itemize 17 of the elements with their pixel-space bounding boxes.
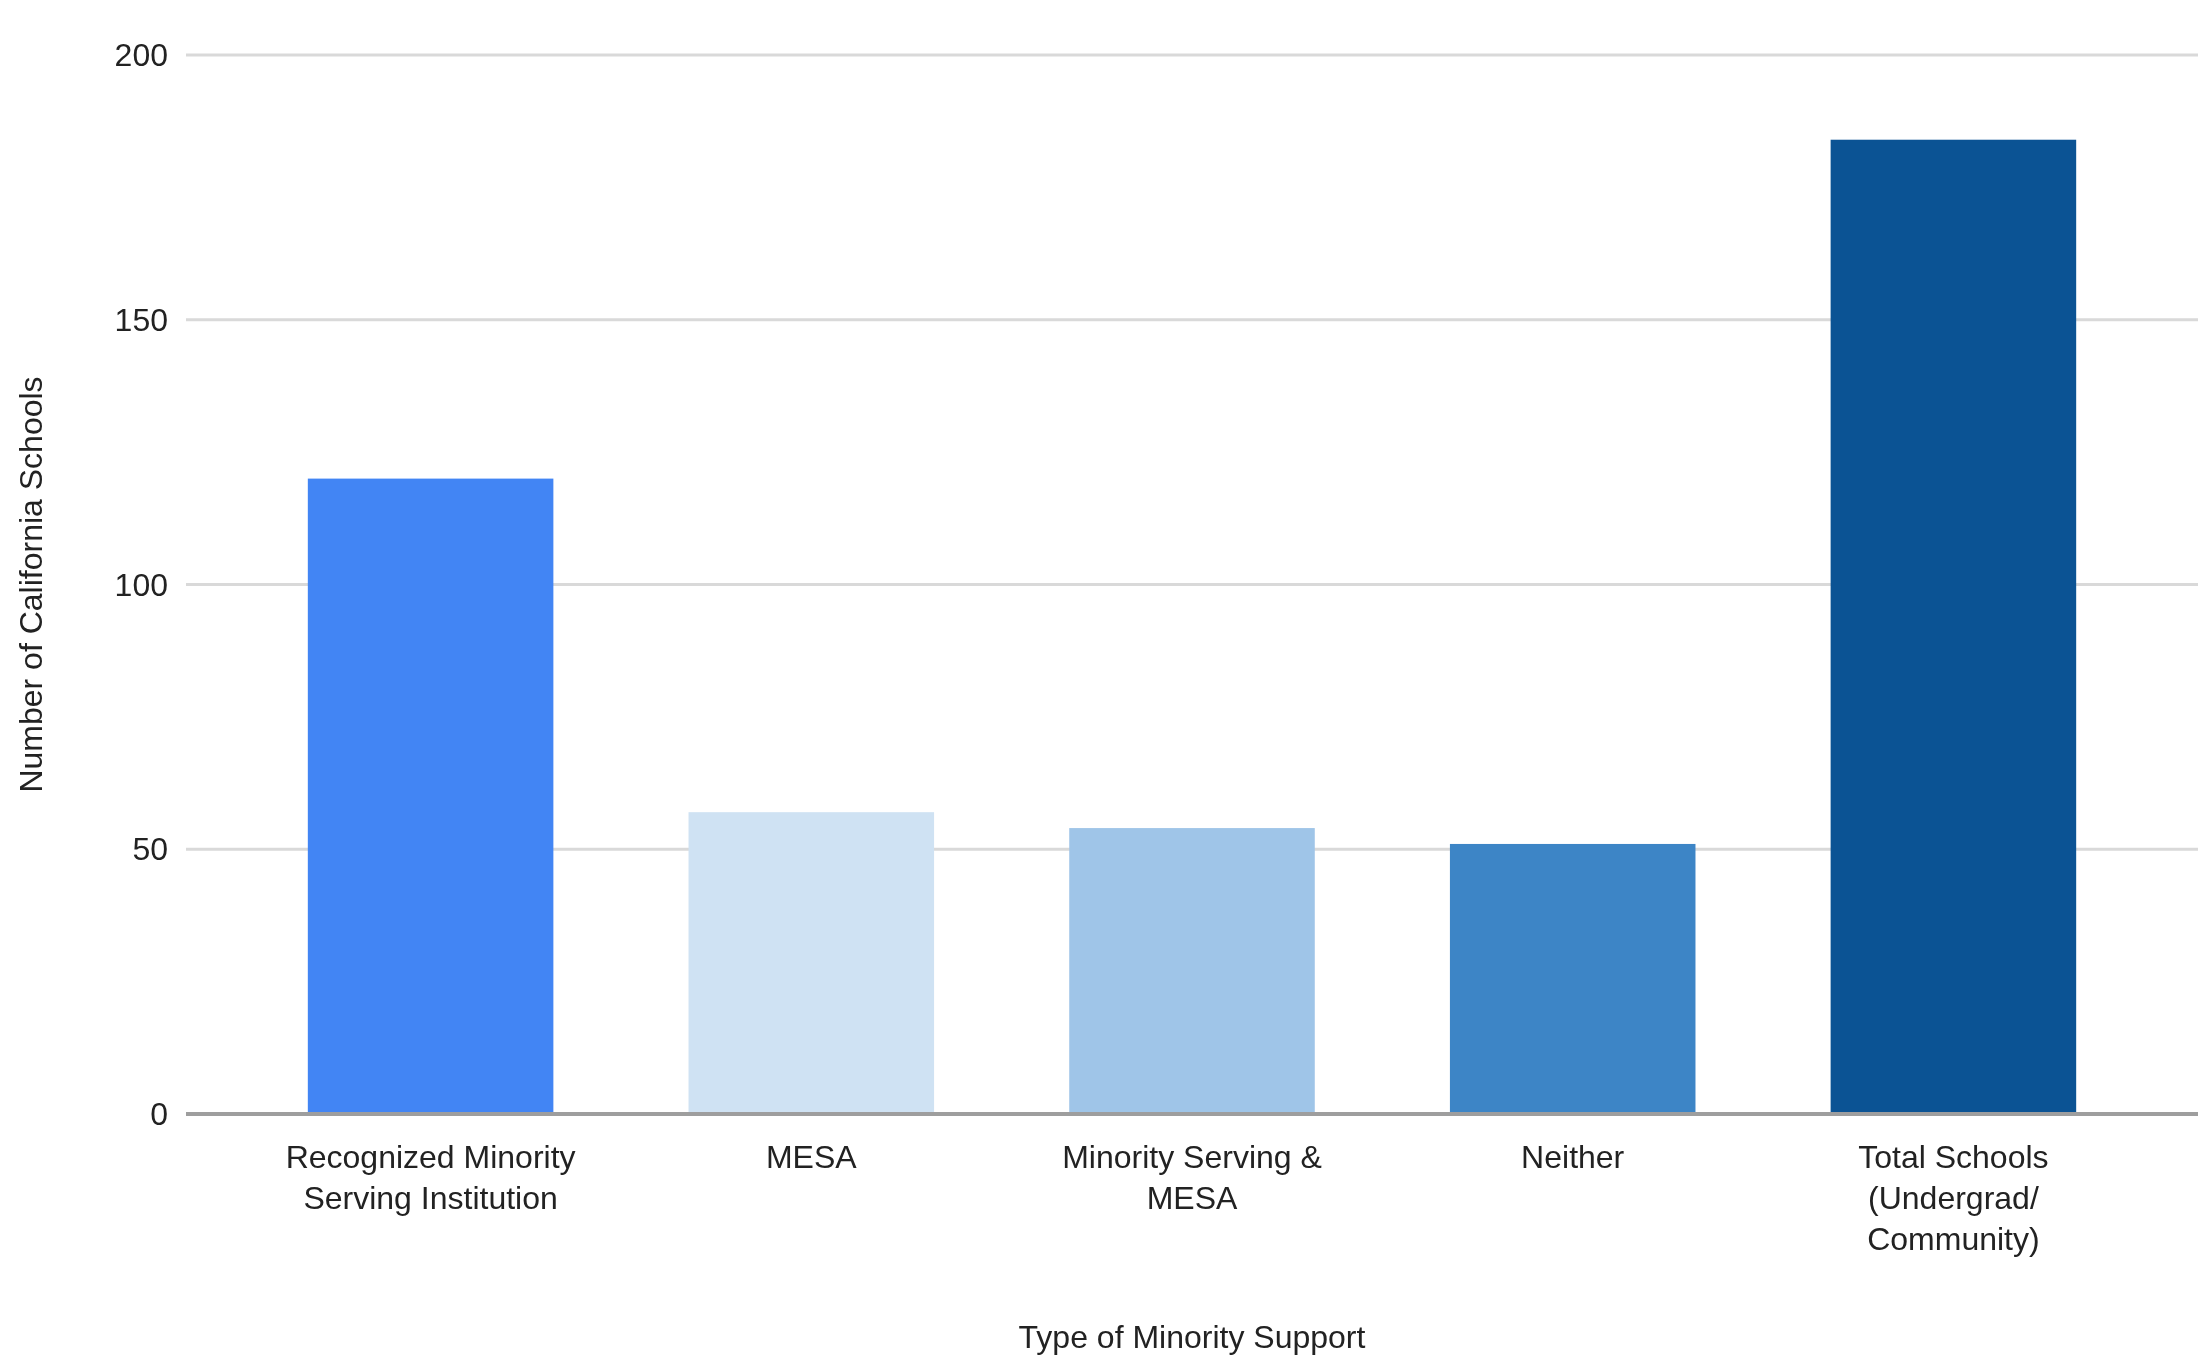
bar (1830, 139, 2077, 1114)
x-tick-label: MESA (765, 1139, 858, 1175)
bar (1449, 843, 1696, 1114)
x-tick-label: Neither (1521, 1139, 1625, 1175)
y-tick-label: 0 (150, 1096, 168, 1133)
bar (688, 812, 935, 1114)
x-tick-label: Recognized Minority Serving Institution (285, 1139, 576, 1216)
bar (1069, 828, 1315, 1114)
y-tick-label: 150 (114, 301, 168, 338)
bar (307, 478, 554, 1114)
y-tick-label: 100 (114, 566, 168, 603)
y-axis-title: Number of California Schools (13, 376, 49, 793)
y-tick-label: 200 (114, 37, 168, 74)
x-axis-title: Type of Minority Support (1018, 1319, 1366, 1355)
y-tick-label: 50 (132, 831, 168, 868)
x-tick-label: Minority Serving & MESA (1062, 1139, 1322, 1216)
x-tick-label: Total Schools (Undergrad/ Community) (1858, 1139, 2049, 1257)
